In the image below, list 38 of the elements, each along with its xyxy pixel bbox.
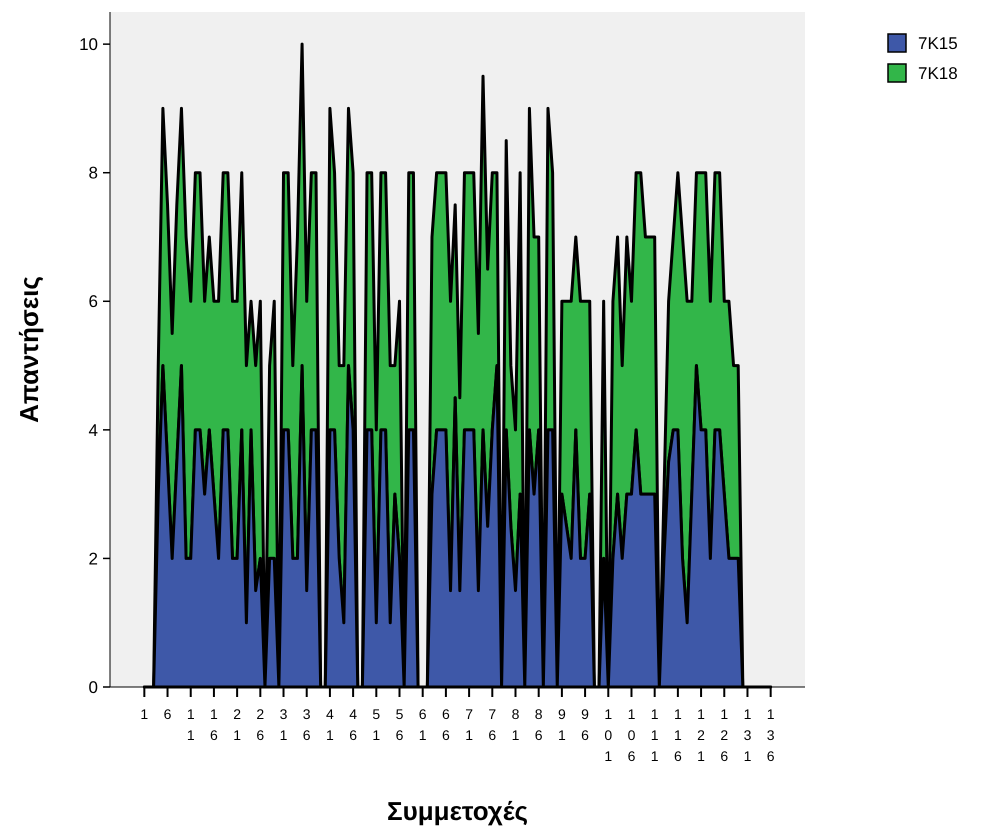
x-tick-label: 106 xyxy=(623,706,640,769)
x-tick-label: 96 xyxy=(577,706,594,748)
y-tick-label: 4 xyxy=(88,420,98,440)
x-tick-label: 126 xyxy=(716,706,732,769)
x-tick-label: 56 xyxy=(392,706,408,748)
x-tick-label: 46 xyxy=(345,706,362,748)
x-tick-label: 91 xyxy=(554,706,570,748)
x-tick-label: 131 xyxy=(739,706,756,769)
x-axis-title: Συμμετοχές xyxy=(387,796,528,826)
x-tick-label: 111 xyxy=(646,706,663,769)
y-tick-label: 2 xyxy=(88,549,98,568)
x-tick-label: 76 xyxy=(484,706,500,748)
y-axis-title: Απαντήσεις xyxy=(14,276,44,423)
x-tick-label: 116 xyxy=(670,706,686,769)
x-tick-label: 31 xyxy=(276,706,292,748)
x-tick-label: 26 xyxy=(252,706,268,748)
y-tick-label: 10 xyxy=(79,35,98,54)
x-tick-label: 121 xyxy=(693,706,710,769)
x-tick-label: 81 xyxy=(507,706,524,748)
y-tick-label: 0 xyxy=(88,678,98,697)
x-tick-label: 21 xyxy=(229,706,246,748)
legend-label: 7K18 xyxy=(918,64,958,83)
x-tick-label: 86 xyxy=(530,706,547,748)
x-tick-label: 16 xyxy=(206,706,222,748)
x-tick-label: 6 xyxy=(160,706,176,727)
x-tick-label: 136 xyxy=(762,706,779,769)
x-tick-label: 1 xyxy=(136,706,152,727)
y-tick-label: 6 xyxy=(88,292,98,312)
legend-label: 7K15 xyxy=(918,34,958,53)
x-tick-label: 51 xyxy=(368,706,384,748)
x-tick-label: 36 xyxy=(298,706,315,748)
x-tick-label: 71 xyxy=(461,706,478,748)
x-tick-label: 66 xyxy=(438,706,454,748)
y-tick-label: 8 xyxy=(88,164,98,183)
x-tick-label: 41 xyxy=(322,706,338,748)
x-tick-label: 61 xyxy=(414,706,431,748)
x-tick-label: 101 xyxy=(600,706,616,769)
x-tick-label: 11 xyxy=(182,706,199,748)
